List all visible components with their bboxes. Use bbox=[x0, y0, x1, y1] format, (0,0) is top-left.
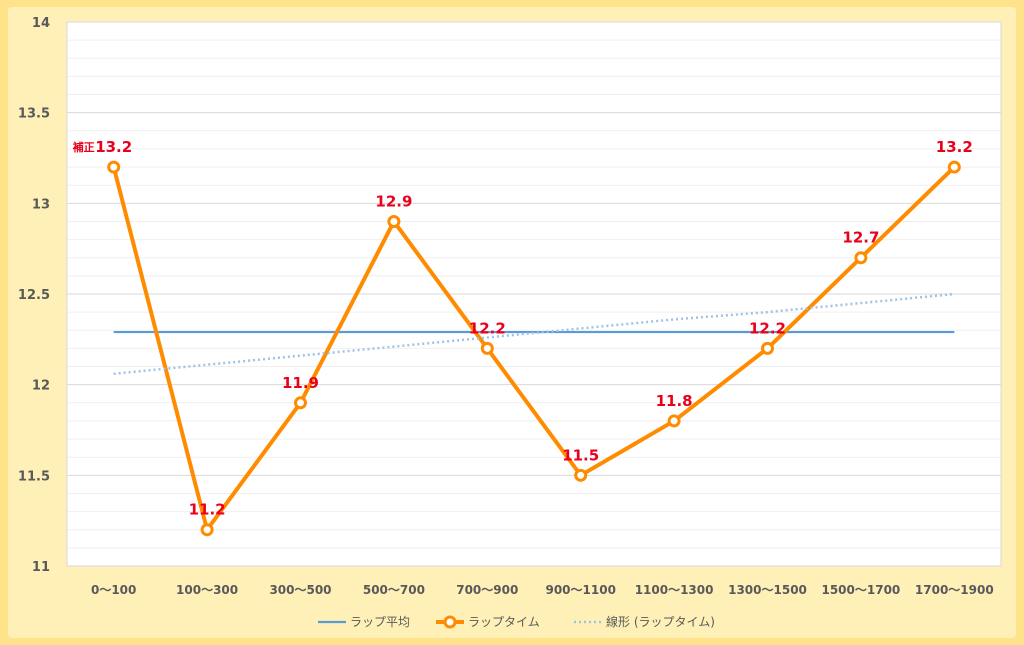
data-point bbox=[107, 160, 121, 174]
legend-label: ラップタイム bbox=[468, 615, 540, 629]
series-layer bbox=[107, 160, 961, 537]
data-point bbox=[387, 214, 401, 228]
data-label: 12.9 bbox=[375, 192, 412, 210]
data-point bbox=[200, 523, 214, 537]
x-tick-label: 1700〜1900 bbox=[915, 583, 994, 597]
y-tick-label: 13 bbox=[32, 197, 50, 212]
legend-marker bbox=[443, 615, 457, 629]
x-tick-label: 100〜300 bbox=[176, 583, 238, 597]
annotation-label: 補正 bbox=[72, 140, 95, 154]
y-tick-label: 14 bbox=[32, 16, 50, 31]
x-tick-label: 1500〜1700 bbox=[821, 583, 900, 597]
y-tick-label: 11.5 bbox=[18, 469, 50, 484]
data-label: 13.2 bbox=[95, 138, 132, 156]
x-tick-label: 900〜1100 bbox=[545, 583, 615, 597]
y-tick-label: 12 bbox=[32, 379, 50, 394]
data-label: 12.2 bbox=[749, 319, 786, 337]
data-label: 11.5 bbox=[562, 446, 599, 464]
data-point bbox=[480, 341, 494, 355]
data-label: 11.9 bbox=[282, 374, 319, 392]
legend-label: ラップ平均 bbox=[350, 615, 410, 629]
data-point bbox=[854, 251, 868, 265]
x-axis-ticks: 0〜100 100〜300 300〜500 500〜700 700〜900 900〜110… bbox=[91, 583, 994, 597]
y-axis-ticks: 11 11.5 12 12.5 13 13.5 14 bbox=[18, 16, 50, 575]
x-tick-label: 1300〜1500 bbox=[728, 583, 807, 597]
x-tick-label: 300〜500 bbox=[269, 583, 331, 597]
legend: ラップ平均 ラップタイム 線形 (ラップタイム) bbox=[318, 614, 715, 629]
data-label: 11.8 bbox=[656, 392, 693, 410]
data-label: 12.7 bbox=[842, 229, 879, 247]
x-tick-label: 0〜100 bbox=[91, 583, 136, 597]
data-point bbox=[294, 396, 307, 410]
series-line-2 bbox=[113, 292, 955, 376]
x-tick-label: 500〜700 bbox=[363, 583, 425, 597]
y-tick-label: 11 bbox=[32, 560, 50, 575]
data-labels: 13.2 11.2 11.9 12.9 12.2 11.5 11.8 12.2 12.7 13.2… bbox=[72, 138, 973, 519]
legend-label: 線形 (ラップタイム) bbox=[606, 614, 715, 629]
data-point bbox=[947, 160, 961, 174]
y-tick-label: 12.5 bbox=[18, 288, 50, 303]
data-point bbox=[667, 414, 681, 428]
data-label: 11.2 bbox=[189, 501, 226, 519]
series-line-1 bbox=[111, 165, 956, 532]
x-tick-label: 700〜900 bbox=[456, 583, 518, 597]
data-point bbox=[761, 341, 774, 355]
data-label: 13.2 bbox=[936, 138, 973, 156]
x-tick-label: 1100〜1300 bbox=[635, 583, 714, 597]
data-label: 12.2 bbox=[469, 319, 506, 337]
data-point bbox=[574, 468, 588, 482]
y-tick-label: 13.5 bbox=[18, 107, 50, 122]
